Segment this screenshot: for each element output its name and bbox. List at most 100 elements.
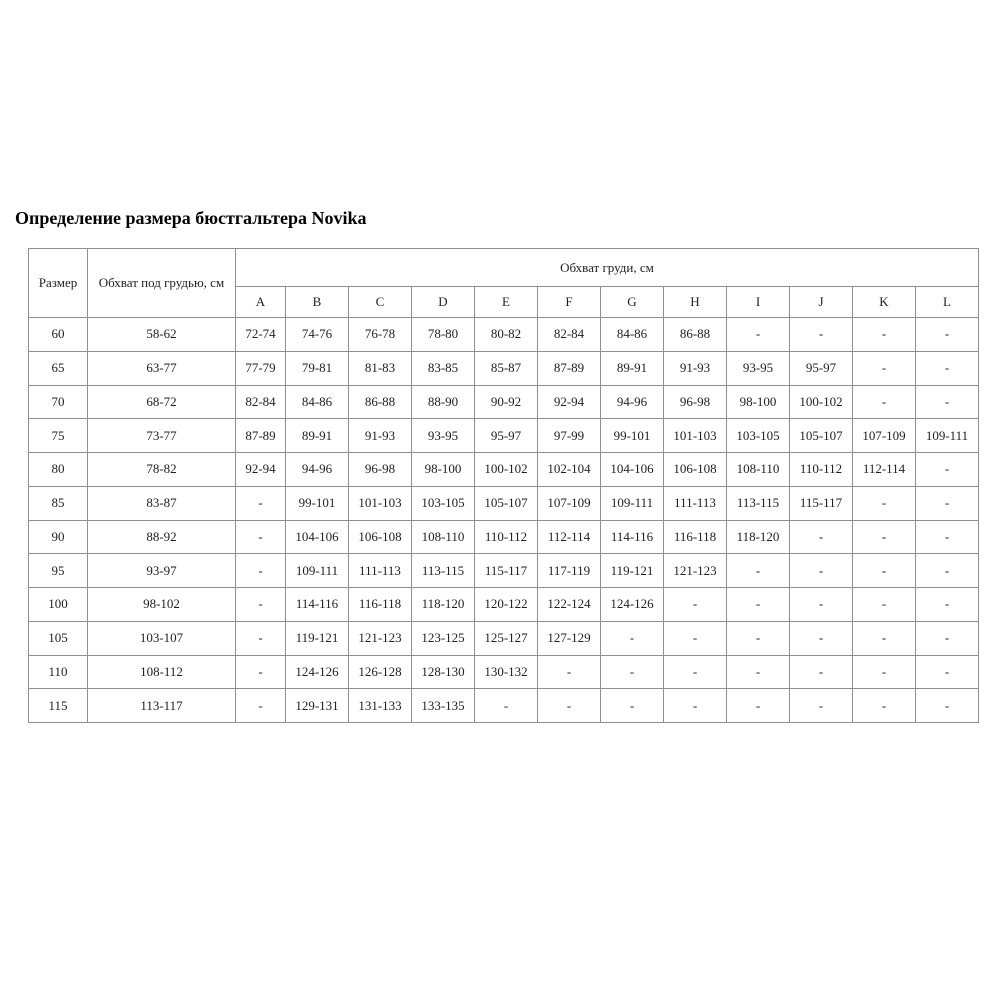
cup-cell: - (235, 688, 286, 723)
cup-cell: - (852, 620, 916, 656)
cup-cell: - (915, 553, 979, 588)
cup-cell: 102-104 (537, 452, 601, 487)
size-cell: 90 (28, 519, 88, 555)
size-cell: 95 (28, 553, 88, 588)
size-cell: 85 (28, 485, 88, 521)
cup-cell: 117-119 (537, 553, 601, 588)
underbust-cell: 78-82 (87, 452, 236, 487)
cup-cell: 72-74 (235, 317, 286, 352)
cup-cell: 78-80 (411, 317, 475, 352)
cup-cell: 86-88 (348, 384, 412, 420)
cup-cell: 82-84 (235, 384, 286, 420)
cup-cell: 104-106 (285, 519, 349, 555)
cup-cell: 100-102 (789, 384, 853, 420)
cup-cell: - (235, 553, 286, 588)
cup-column-header: A (235, 286, 286, 318)
cup-cell: 93-95 (726, 350, 790, 386)
size-cell: 70 (28, 384, 88, 420)
underbust-cell: 98-102 (87, 587, 236, 622)
cup-cell: 83-85 (411, 350, 475, 386)
cup-cell: 103-105 (726, 418, 790, 453)
cup-cell: 84-86 (285, 384, 349, 420)
cup-cell: 95-97 (789, 350, 853, 386)
cup-cell: - (726, 688, 790, 723)
cup-cell: - (726, 553, 790, 588)
cup-cell: 131-133 (348, 688, 412, 723)
cup-cell: 118-120 (726, 519, 790, 555)
table-row: 75 73-77 87-89 89-91 91-93 93-95 95-97 97-99 99-… (28, 418, 979, 453)
cup-cell: 126-128 (348, 654, 412, 690)
cup-cell: 112-114 (537, 519, 601, 555)
cup-cell: - (915, 587, 979, 622)
size-cell: 60 (28, 317, 88, 352)
cup-cell: - (915, 485, 979, 521)
cup-cell: 94-96 (600, 384, 664, 420)
cup-cell: - (726, 587, 790, 622)
cup-cell: 100-102 (474, 452, 538, 487)
cup-cell: 81-83 (348, 350, 412, 386)
table-row: 65 63-77 77-79 79-81 81-83 83-85 85-87 87-89 89-… (28, 350, 979, 386)
cup-cell: 89-91 (285, 418, 349, 453)
table-header: Размер Обхват под грудью, см Обхват груд… (28, 248, 979, 318)
cup-column-header: J (789, 286, 853, 318)
cup-cell: 133-135 (411, 688, 475, 723)
cup-cell: - (600, 654, 664, 690)
cup-cell: 123-125 (411, 620, 475, 656)
cup-cell: 121-123 (663, 553, 727, 588)
cup-cell: - (663, 620, 727, 656)
underbust-cell: 58-62 (87, 317, 236, 352)
cup-cell: - (663, 688, 727, 723)
cup-cell: 124-126 (285, 654, 349, 690)
cup-cell: 113-115 (726, 485, 790, 521)
cup-column-header: H (663, 286, 727, 318)
cup-cell: 129-131 (285, 688, 349, 723)
size-cell: 75 (28, 418, 88, 453)
cup-cell: 90-92 (474, 384, 538, 420)
cup-cell: - (789, 587, 853, 622)
size-cell: 65 (28, 350, 88, 386)
cup-cell: - (915, 688, 979, 723)
cup-cell: 96-98 (663, 384, 727, 420)
cup-cell: - (600, 620, 664, 656)
cup-cell: 115-117 (474, 553, 538, 588)
cup-cell: - (789, 620, 853, 656)
underbust-cell: 93-97 (87, 553, 236, 588)
cup-cell: - (915, 654, 979, 690)
cup-cell: 108-110 (726, 452, 790, 487)
cup-cell: - (235, 654, 286, 690)
cup-column-header: G (600, 286, 664, 318)
cup-cell: - (235, 519, 286, 555)
cup-cell: 76-78 (348, 317, 412, 352)
cup-cell: 109-111 (285, 553, 349, 588)
cup-cell: - (537, 688, 601, 723)
cup-column-header: K (852, 286, 916, 318)
cup-column-header: D (411, 286, 475, 318)
cup-cell: 108-110 (411, 519, 475, 555)
cup-cell: - (915, 620, 979, 656)
cup-cell: 101-103 (348, 485, 412, 521)
cup-cell: 98-100 (411, 452, 475, 487)
cup-cell: - (852, 587, 916, 622)
cup-cell: 92-94 (235, 452, 286, 487)
cup-cell: 98-100 (726, 384, 790, 420)
cup-cell: - (915, 384, 979, 420)
table-row: 85 83-87-99-101 101-103 103-105 105-107 107-1… (28, 485, 979, 521)
cup-cell: - (789, 654, 853, 690)
cup-column-header: I (726, 286, 790, 318)
cup-cell: 125-127 (474, 620, 538, 656)
cup-cell: 119-121 (600, 553, 664, 588)
cup-cell: - (852, 317, 916, 352)
cup-cell: 113-115 (411, 553, 475, 588)
cup-cell: 122-124 (537, 587, 601, 622)
cup-cell: 111-113 (348, 553, 412, 588)
cup-cell: - (663, 587, 727, 622)
cup-cell: 101-103 (663, 418, 727, 453)
underbust-cell: 63-77 (87, 350, 236, 386)
cup-cell: 130-132 (474, 654, 538, 690)
cup-column-header: F (537, 286, 601, 318)
cup-cell: 95-97 (474, 418, 538, 453)
underbust-column-header: Обхват под грудью, см (87, 248, 236, 318)
cup-cell: - (852, 384, 916, 420)
cup-cell: - (537, 654, 601, 690)
